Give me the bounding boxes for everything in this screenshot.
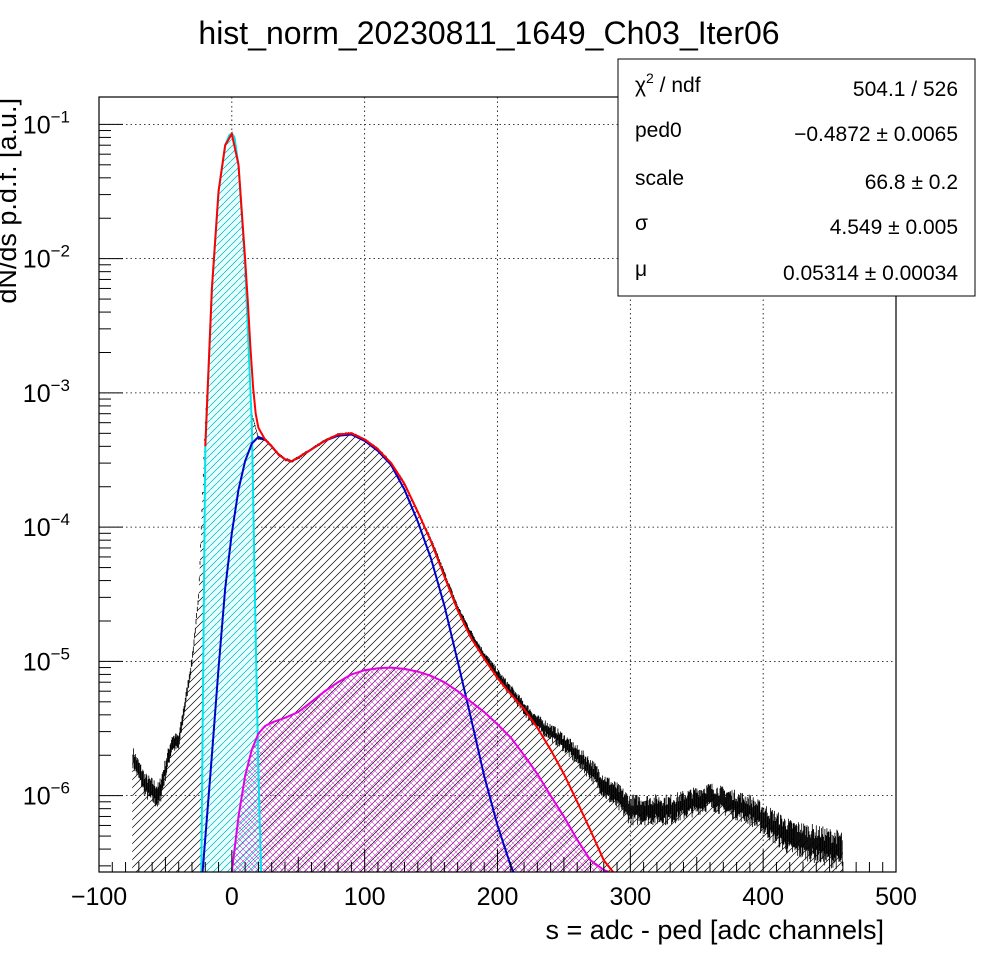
fit-statistics-box: χ2 / ndf 504.1 / 526 ped0 −0.4872 ± 0.0065 s… [617,58,976,297]
x-tick-label: 0 [225,883,239,911]
stats-value: 4.549 ± 0.005 [830,216,958,239]
axis-ticks [98,123,897,872]
histogram-hatch [132,133,843,872]
x-tick-label: 300 [609,883,651,911]
x-axis-label: s = adc - ped [adc channels] [546,915,884,945]
x-tick-label: 500 [875,883,917,911]
two-photoelectron-curve [230,666,610,872]
y-tick-label: 10−2 [23,242,70,274]
y-axis-label: dN/ds p.d.f. [a.u.] [0,98,22,304]
total-fit-curve [204,131,614,872]
x-tick-labels: −100 0 100 200 300 400 500 [71,883,917,911]
stats-value: 504.1 / 526 [853,78,958,101]
stats-label: scale [635,167,684,190]
y-tick-label: 10−1 [23,107,70,139]
chart-title: hist_norm_20230811_1649_Ch03_Iter06 [198,15,779,51]
stats-value: 0.05314 ± 0.00034 [783,262,958,285]
fit-curves [200,131,614,872]
y-tick-label: 10−3 [23,376,70,408]
stats-label: ped0 [635,119,682,142]
stats-value: 66.8 ± 0.2 [865,171,958,194]
stats-label: μ [635,258,647,281]
stats-label: χ2 / ndf [635,70,701,97]
x-tick-label: 100 [344,883,386,911]
y-tick-label: 10−6 [23,779,70,811]
y-tick-labels: 10−1 10−2 10−3 10−4 10−5 10−6 [23,107,70,810]
stats-value: −0.4872 ± 0.0065 [794,123,958,146]
x-tick-label: −100 [71,883,127,911]
two-photoelectron-hatch [231,667,610,872]
x-tick-label: 400 [742,883,784,911]
y-tick-label: 10−4 [23,510,70,542]
stats-label: σ [635,212,648,235]
x-tick-label: 200 [477,883,519,911]
y-tick-label: 10−5 [23,644,70,676]
